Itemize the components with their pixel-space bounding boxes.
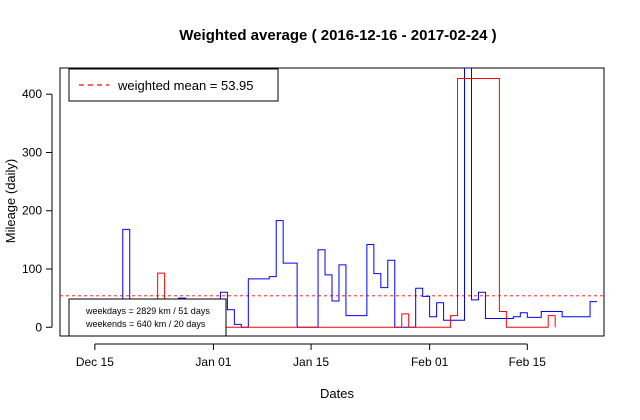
- legend: weighted mean = 53.95: [68, 68, 279, 102]
- y-tick-label-100: 100: [22, 262, 42, 276]
- summary-weekdays: weekdays = 2829 km / 51 days: [85, 306, 210, 316]
- x-tick-label-0: Dec 15: [76, 355, 114, 369]
- x-tick-label-4: Feb 15: [509, 355, 547, 369]
- plot-area: [60, 68, 604, 328]
- x-tick-label-2: Jan 15: [293, 355, 329, 369]
- plot-series-group: [60, 68, 604, 328]
- summary-weekends: weekends = 640 km / 20 days: [85, 319, 206, 329]
- y-tick-label-0: 0: [35, 320, 42, 334]
- y-axis-label: Mileage (daily): [3, 159, 18, 244]
- plot-frame: [59, 67, 605, 337]
- series-line-weekdays: [101, 68, 598, 328]
- legend-label: weighted mean = 53.95: [117, 78, 254, 93]
- x-axis-label: Dates: [320, 386, 354, 401]
- y-tick-label-400: 400: [22, 87, 42, 101]
- summary-box: weekdays = 2829 km / 51 days weekends = …: [68, 298, 227, 337]
- series-weekdays: [101, 68, 598, 328]
- axes: 0 100 200 300 400 Dec 15 Jan 01 Jan 15 Feb 01 Feb…: [22, 67, 605, 369]
- legend-box: [68, 68, 279, 102]
- chart-title: Weighted average ( 2016-12-16 - 2017-02-…: [179, 27, 496, 44]
- summary-box-frame: [68, 298, 227, 337]
- y-tick-label-200: 200: [22, 204, 42, 218]
- x-tick-label-3: Feb 01: [411, 355, 449, 369]
- y-tick-label-300: 300: [22, 145, 42, 159]
- x-tick-label-1: Jan 01: [195, 355, 231, 369]
